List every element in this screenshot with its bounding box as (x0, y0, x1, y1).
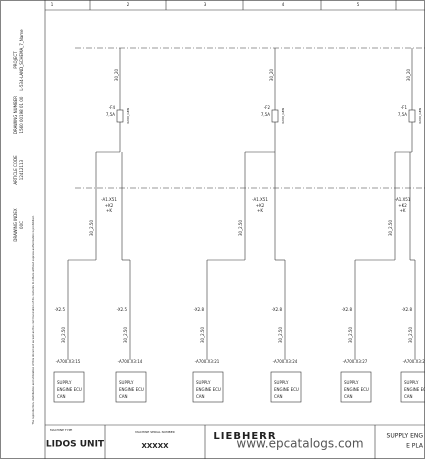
connector-name: -A1.X51 (395, 197, 411, 202)
connector-pin: +K (106, 208, 112, 213)
fuse-wire: 30_20 (406, 68, 411, 81)
column-number: 5 (357, 2, 360, 7)
connector-wire: 30_2.50 (388, 220, 393, 236)
branch-wire: 30_2.50 (278, 327, 283, 343)
fuse-rating: 7,5A (261, 112, 270, 117)
module-can: CAN (196, 394, 205, 399)
strip-text: 00C (19, 221, 24, 229)
module-ecu: ENGINE ECU (404, 387, 425, 392)
watermark: www.epcatalogs.com (236, 437, 363, 451)
connector-pin: +K2 (105, 203, 114, 208)
module-ecu: ENGINE ECU (344, 387, 369, 392)
strip-text: ARTICLE CODE (13, 155, 18, 185)
label: MACHINE SERIAL NUMBER (135, 430, 174, 434)
module-pin: -A700.X3:28 (403, 359, 425, 364)
module (115, 371, 147, 403)
module-can: CAN (57, 394, 66, 399)
branch-wire: 30_2.50 (61, 327, 66, 343)
connector-pin: +K2 (256, 203, 265, 208)
branch-label: -X2.5 (117, 307, 128, 312)
strip-text: 12412113 (19, 159, 24, 180)
branch-wire: 30_2.50 (408, 327, 413, 343)
module-supply: SUPPLY (344, 380, 359, 385)
branch-label: -X2.8 (194, 307, 205, 312)
connector-wire: 30_2.50 (238, 220, 243, 236)
column-number: 3 (204, 2, 207, 7)
connector-name: -A1.X51 (101, 197, 117, 202)
fuse-wire: 30_20 (269, 68, 274, 81)
connector-pin: +K (257, 208, 263, 213)
serial: XXXXX (142, 442, 170, 450)
module (340, 371, 372, 403)
module (53, 371, 85, 403)
brand: LIEBHERR (213, 431, 276, 442)
fuse-note: X200_GEN (281, 108, 285, 124)
branch-label: -X2.5 (55, 307, 66, 312)
module-can: CAN (404, 394, 413, 399)
module-ecu: ENGINE ECU (119, 387, 144, 392)
module-supply: SUPPLY (404, 380, 419, 385)
module-can: CAN (344, 394, 353, 399)
connector-wire: 30_2.50 (89, 220, 94, 236)
connector-pin: +K (400, 208, 406, 213)
strip-text: L-534-LAND_SCHEMA_7_Name (19, 29, 24, 91)
module-ecu: ENGINE ECU (57, 387, 82, 392)
fuse-note: X200_GEN (126, 108, 130, 124)
fuse-note: X200_GEN (418, 108, 422, 124)
module-can: CAN (119, 394, 128, 399)
label: MACHINE TYPE (50, 428, 72, 432)
module-supply: SUPPLY (57, 380, 72, 385)
module-ecu: ENGINE ECU (196, 387, 221, 392)
module-supply: SUPPLY (274, 380, 289, 385)
machine-type: LIDOS UNIT (46, 440, 105, 450)
branch-wire: 30_2.50 (348, 327, 353, 343)
module-pin: -A700.X3:27 (343, 359, 368, 364)
branch-label: -X2.8 (342, 307, 353, 312)
module (400, 371, 425, 403)
fuse-name: -F1 (401, 105, 408, 110)
column-number: 4 (282, 2, 285, 7)
module (270, 371, 302, 403)
strip-text: DRAWING NUMBER (13, 96, 18, 134)
module-ecu: ENGINE ECU (274, 387, 299, 392)
connector-name: -A1.X51 (252, 197, 268, 202)
sheet-title: SUPPLY ENG (387, 433, 424, 440)
fuse (271, 109, 279, 123)
module-pin: -A700.X3:14 (118, 359, 143, 364)
branch-wire: 30_2.50 (200, 327, 205, 343)
module-supply: SUPPLY (196, 380, 211, 385)
fuse-rating: 7,5A (398, 112, 407, 117)
strip-text: PROJECT (13, 51, 18, 69)
module (192, 371, 224, 403)
connector-pin: +K2 (398, 203, 407, 208)
column-number: 1 (51, 2, 54, 7)
branch-label: -X2.8 (272, 307, 283, 312)
module-can: CAN (274, 394, 283, 399)
module-pin: -A700.X3:15 (56, 359, 81, 364)
module-pin: -A700.X3:21 (195, 359, 220, 364)
branch-label: -X2.8 (402, 307, 413, 312)
fuse-rating: 7,5A (106, 112, 115, 117)
branch-wire: 30_2.50 (123, 327, 128, 343)
fuse-name: -F2 (264, 105, 271, 110)
module-supply: SUPPLY (119, 380, 134, 385)
strip-text: 1560 00198 01 00 (19, 96, 24, 133)
fuse-wire: 30_20 (114, 68, 119, 81)
module-pin: -A700.X3:24 (273, 359, 298, 364)
column-number: 2 (127, 2, 130, 7)
strip-text: DRAWING INDEX (13, 208, 18, 241)
sheet-subtitle: E PLA (406, 443, 424, 450)
fuse (116, 109, 124, 123)
notice: The reproduction, distribution and utili… (31, 215, 35, 424)
fuse-name: -F4 (109, 105, 116, 110)
fuse (408, 109, 416, 123)
